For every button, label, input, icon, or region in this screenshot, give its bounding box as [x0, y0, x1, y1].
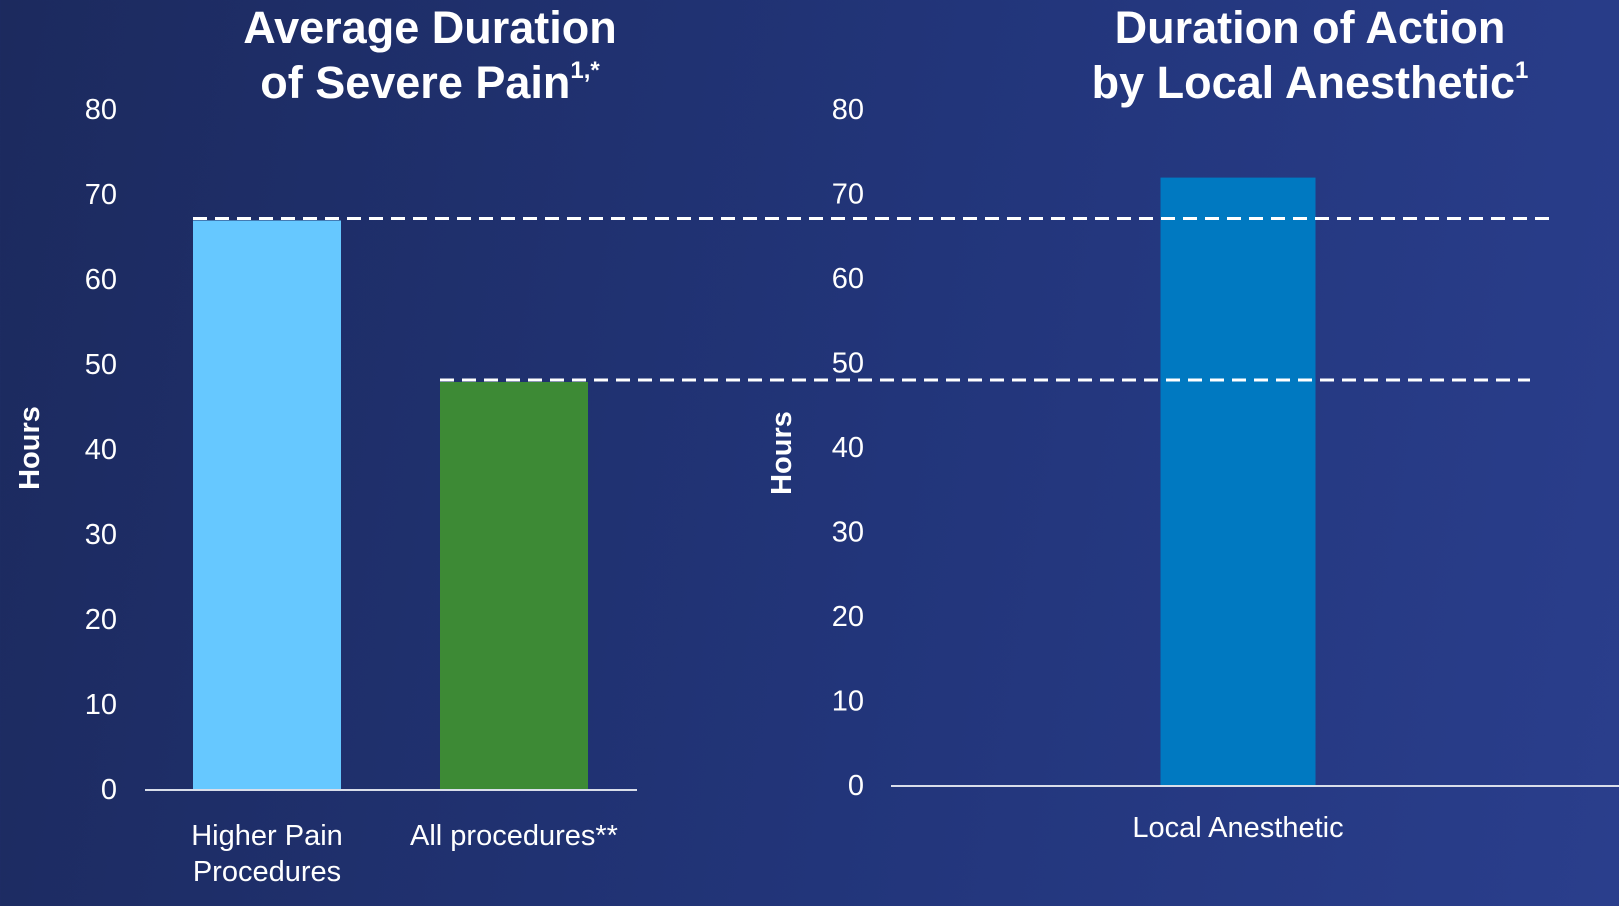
left-category-label: All procedures**	[410, 820, 618, 852]
right-chart-title-line2: by Local Anesthetic1	[1000, 55, 1619, 110]
right-ytick-label: 30	[832, 517, 864, 549]
right-category-label: Local Anesthetic	[1132, 812, 1343, 844]
left-ytick-label: 80	[85, 94, 117, 126]
left-ytick-label: 0	[101, 774, 117, 806]
right-ytick-label: 20	[832, 601, 864, 633]
left-bar-2	[440, 382, 588, 790]
left-chart-title-line1: Average Duration	[243, 2, 617, 53]
right-chart-title: Duration of Action by Local Anesthetic1	[1000, 0, 1619, 110]
left-category-label-line: Procedures	[193, 856, 341, 888]
left-ytick-label: 40	[85, 434, 117, 466]
right-ytick-label: 60	[832, 263, 864, 295]
left-ytick-label: 10	[85, 689, 117, 721]
right-chart-title-line1: Duration of Action	[1114, 2, 1506, 53]
left-chart-title: Average Duration of Severe Pain1,*	[180, 0, 680, 110]
left-bar-1	[193, 220, 341, 790]
left-ytick-label: 30	[85, 519, 117, 551]
left-ytick-label: 60	[85, 264, 117, 296]
right-category-label-line: Local Anesthetic	[1132, 812, 1343, 844]
right-ytick-label: 10	[832, 686, 864, 718]
left-category-label-line: Higher Pain	[191, 820, 343, 852]
left-y-axis-label: Hours	[14, 406, 46, 490]
right-chart-title-superscript: 1	[1515, 57, 1529, 84]
left-chart-title-line2-text: of Severe Pain	[260, 57, 571, 108]
right-ytick-label: 50	[832, 348, 864, 380]
left-ytick-label: 50	[85, 349, 117, 381]
reference-lines	[193, 217, 1552, 382]
right-chart-title-line2-text: by Local Anesthetic	[1091, 57, 1516, 108]
left-category-label: Higher Pain Procedures	[191, 820, 343, 888]
right-chart: 0 10 20 30 40 50 60 70 80 Hours Local Anesthetic	[766, 94, 1619, 844]
left-chart: 0 10 20 30 40 50 60 70 80 Hours Higher Pain Procedu…	[14, 94, 637, 888]
right-ytick-label: 80	[832, 94, 864, 126]
left-category-label-line: All procedures**	[410, 820, 618, 852]
left-chart-title-line2: of Severe Pain1,*	[180, 55, 680, 110]
right-y-axis-label: Hours	[766, 411, 798, 495]
left-ytick-label: 70	[85, 179, 117, 211]
right-bar-1	[1160, 177, 1316, 787]
left-ytick-label: 20	[85, 604, 117, 636]
left-chart-title-superscript: 1,*	[570, 57, 600, 84]
right-ytick-label: 70	[832, 179, 864, 211]
right-ytick-label: 0	[848, 770, 864, 802]
right-ytick-label: 40	[832, 432, 864, 464]
